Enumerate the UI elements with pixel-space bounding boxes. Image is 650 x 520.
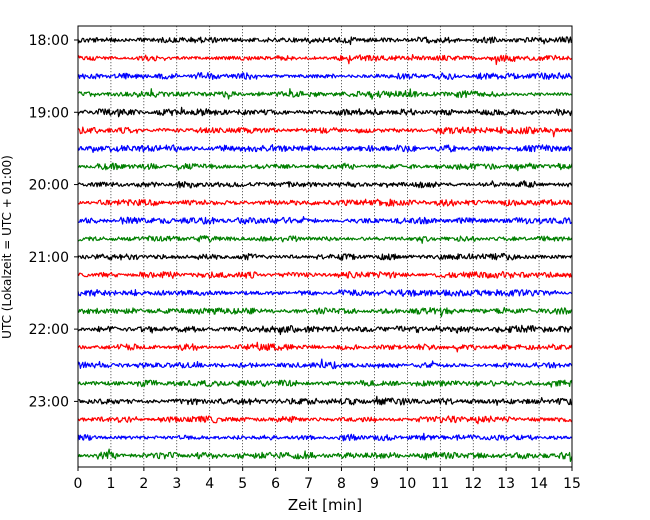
seismogram-trace: [77, 448, 573, 463]
seismogram-trace: [77, 288, 573, 297]
x-tick-label: 10: [398, 476, 416, 492]
x-tick-label: 8: [337, 476, 346, 492]
x-axis-label: Zeit [min]: [288, 496, 362, 514]
seismogram-trace: [77, 88, 573, 100]
x-tick-label: 0: [74, 476, 83, 492]
seismogram-trace: [77, 180, 573, 189]
seismogram-trace: [77, 106, 573, 118]
x-tick-label: 2: [139, 476, 148, 492]
seismogram-trace: [77, 395, 573, 406]
seismogram-trace: [77, 358, 573, 370]
y-tick-label: 22:00: [29, 322, 69, 338]
seismogram-trace: [77, 324, 573, 336]
seismogram-trace: [77, 235, 573, 244]
seismogram-trace: [77, 198, 573, 207]
plot-frame: [77, 25, 573, 468]
seismogram-trace: [77, 53, 573, 66]
seismogram-trace: [77, 306, 573, 318]
y-axis: 18:00 19:00 20:00 21:00 22:00 23:00: [29, 33, 78, 410]
seismogram-trace: [77, 432, 573, 442]
seismogram-trace: [77, 270, 573, 279]
y-tick-label: 18:00: [29, 33, 69, 49]
seismogram-trace: [77, 379, 573, 388]
x-tick-label: 6: [271, 476, 280, 492]
seismogram-trace: [77, 252, 573, 261]
y-tick-label: 19:00: [29, 105, 69, 121]
x-tick-label: 9: [370, 476, 379, 492]
y-tick-label: 20:00: [29, 178, 69, 194]
x-tick-label: 15: [563, 476, 581, 492]
seismogram-trace: [77, 126, 573, 138]
x-tick-label: 12: [464, 476, 482, 492]
x-tick-label: 1: [106, 476, 115, 492]
x-tick-label: 4: [205, 476, 214, 492]
x-tick-label: 13: [497, 476, 515, 492]
seismogram-trace: [77, 341, 573, 353]
x-tick-label: 7: [304, 476, 313, 492]
seismogram-trace: [77, 144, 573, 154]
y-axis-label: UTC (Lokalzeit = UTC + 01:00): [0, 155, 14, 339]
x-tick-label: 14: [530, 476, 548, 492]
seismogram-trace: [77, 415, 573, 425]
seismogram-trace: [77, 36, 573, 46]
seismogram-trace: [77, 72, 573, 81]
seismogram-trace: [77, 162, 573, 172]
x-tick-label: 3: [172, 476, 181, 492]
y-tick-label: 23:00: [29, 394, 69, 410]
x-tick-label: 11: [431, 476, 449, 492]
x-axis: 0 1 2 3 4 5 6 7 8 9 10 11 12 13 14 15: [74, 467, 581, 492]
seismogram-trace: [77, 216, 573, 225]
y-tick-label: 21:00: [29, 250, 69, 266]
trace-group: [77, 36, 573, 463]
x-tick-label: 5: [238, 476, 247, 492]
